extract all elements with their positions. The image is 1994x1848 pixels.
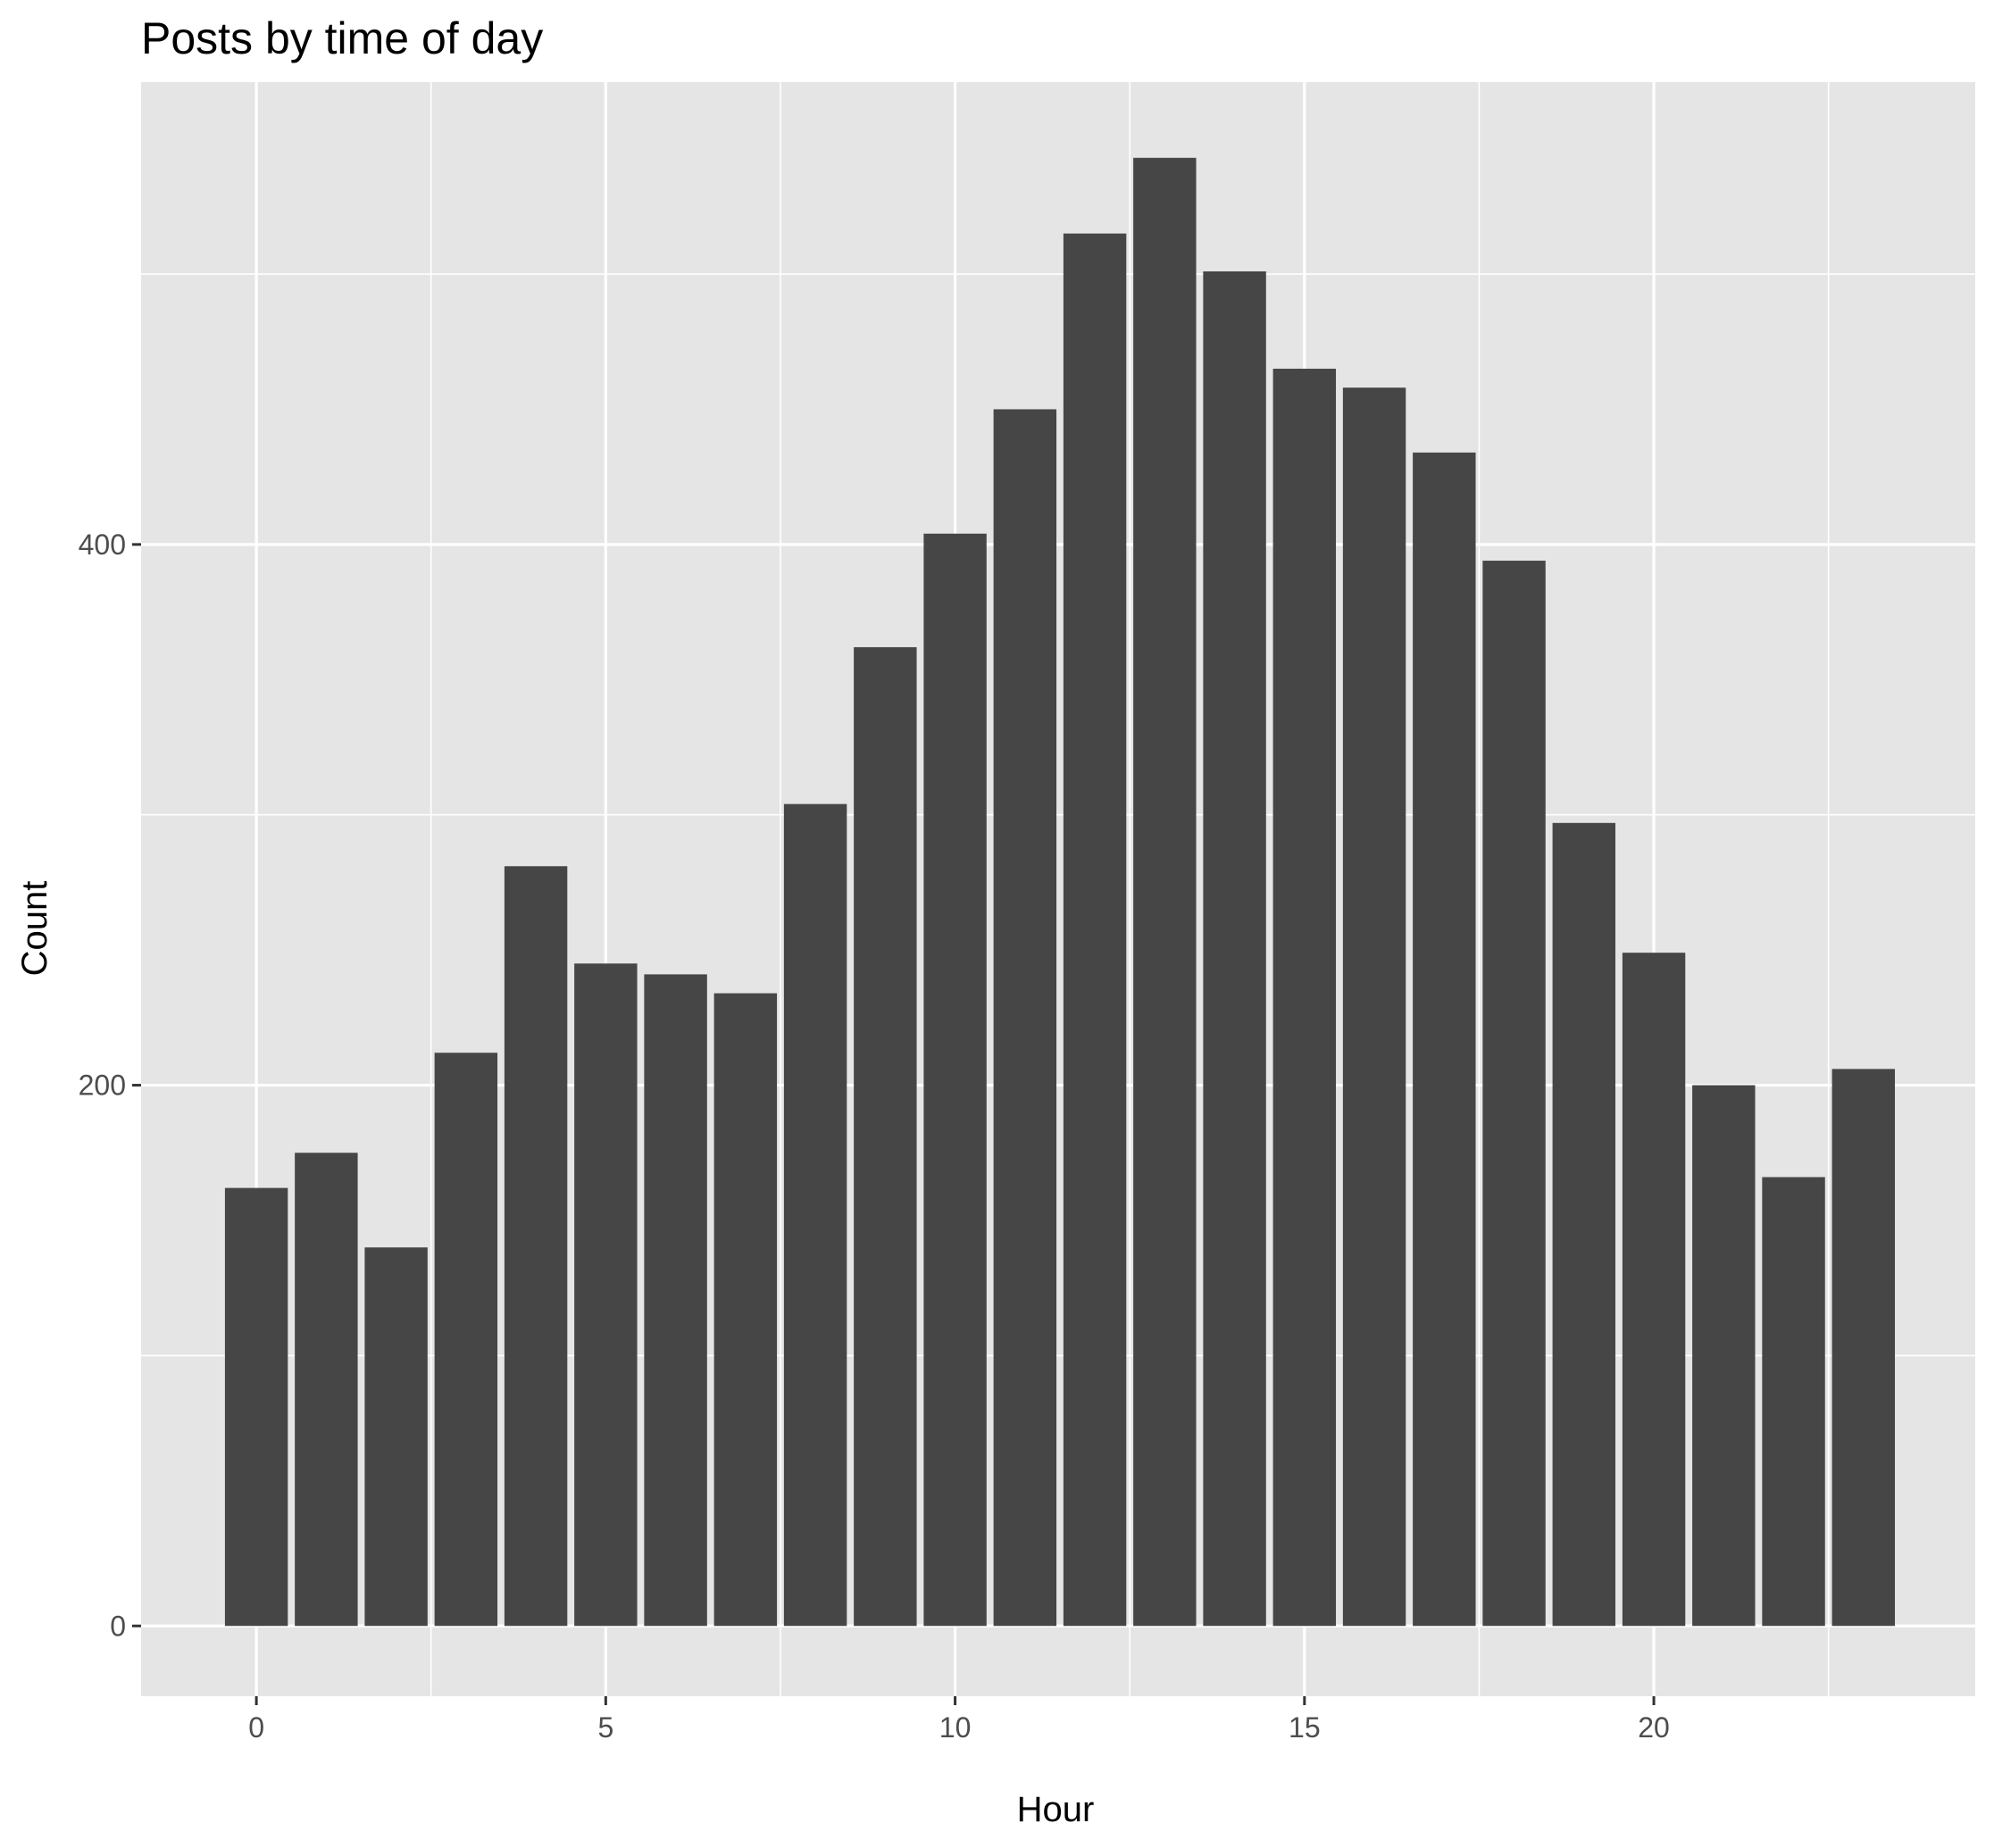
bar bbox=[1342, 387, 1406, 1627]
bar bbox=[1203, 271, 1266, 1627]
x-tick-label: 15 bbox=[1289, 1711, 1321, 1744]
bar bbox=[1762, 1177, 1825, 1627]
bar bbox=[993, 409, 1057, 1627]
y-tick-label: 0 bbox=[110, 1610, 126, 1642]
bar bbox=[1063, 233, 1127, 1627]
bar bbox=[504, 866, 568, 1627]
bar bbox=[1831, 1069, 1896, 1627]
bar bbox=[923, 533, 987, 1627]
bar bbox=[1413, 452, 1476, 1627]
y-axis-title: Count bbox=[15, 881, 54, 977]
bar bbox=[1482, 561, 1546, 1627]
x-tick-label: 5 bbox=[597, 1711, 613, 1744]
bar bbox=[644, 974, 707, 1627]
bar bbox=[783, 803, 847, 1627]
bar bbox=[224, 1187, 288, 1627]
bar bbox=[1622, 953, 1686, 1627]
bar bbox=[1692, 1085, 1756, 1627]
bar bbox=[364, 1247, 428, 1627]
bar bbox=[295, 1153, 358, 1627]
bar bbox=[1133, 157, 1197, 1627]
x-tick-label: 0 bbox=[248, 1711, 264, 1744]
chart-title: Posts by time of day bbox=[141, 13, 543, 63]
bar bbox=[1272, 369, 1337, 1627]
x-tick-label: 20 bbox=[1638, 1711, 1670, 1744]
y-tick-label: 200 bbox=[79, 1070, 126, 1102]
bar bbox=[434, 1053, 498, 1627]
bar bbox=[574, 963, 638, 1627]
x-axis-title: Hour bbox=[1017, 1790, 1095, 1829]
y-tick-label: 400 bbox=[79, 529, 126, 561]
x-tick-label: 10 bbox=[939, 1711, 972, 1744]
bar bbox=[1552, 822, 1616, 1627]
bars bbox=[224, 157, 1896, 1627]
bar bbox=[713, 993, 778, 1627]
bar bbox=[854, 646, 917, 1627]
